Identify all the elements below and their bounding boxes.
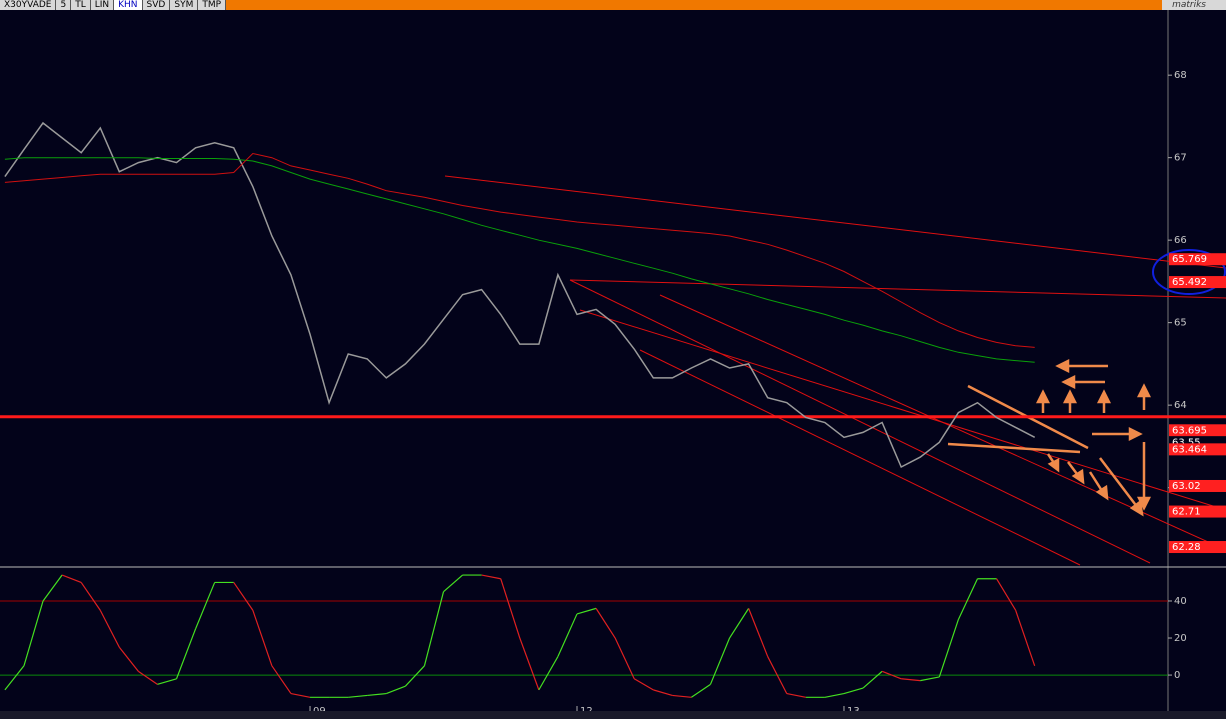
oscillator-segment bbox=[386, 685, 406, 695]
oscillator-segment bbox=[767, 656, 788, 694]
tool-button[interactable]: KHN bbox=[114, 0, 143, 10]
oscillator-segment bbox=[348, 694, 368, 698]
oscillator-segment bbox=[920, 676, 940, 682]
oscillator-segment bbox=[957, 578, 979, 620]
oscillator-segment bbox=[99, 609, 120, 648]
y-tick-label: 64 bbox=[1174, 400, 1187, 411]
trend-channel bbox=[444, 175, 1226, 566]
chart-area: 63646566676865.76965.49263.69563.5563.46… bbox=[0, 10, 1226, 711]
oscillator-segment bbox=[557, 613, 578, 657]
oscillator-segment bbox=[23, 600, 44, 666]
price-tag bbox=[1169, 253, 1226, 266]
price-tag-label: 65.492 bbox=[1172, 277, 1207, 288]
x-tick-label: 12 bbox=[580, 706, 593, 711]
y-tick-label: 65 bbox=[1174, 318, 1187, 329]
status-bar bbox=[0, 711, 1226, 719]
oscillator-segment bbox=[938, 619, 959, 678]
price-tag bbox=[1169, 443, 1226, 456]
analysis-arrows bbox=[947, 358, 1152, 517]
oscillator-segment bbox=[653, 689, 673, 697]
oscillator-segment bbox=[691, 683, 711, 698]
oscillator-segment bbox=[519, 637, 540, 691]
oscillator-segment bbox=[881, 670, 902, 680]
oscillator-segment bbox=[290, 693, 311, 698]
oscillator-segment bbox=[271, 665, 292, 694]
oscillator-segment bbox=[595, 608, 616, 639]
price-tag-label: 62.28 bbox=[1172, 542, 1201, 553]
oscillator-segment bbox=[443, 574, 463, 593]
price-tag bbox=[1169, 541, 1226, 554]
oscillator-segment bbox=[157, 678, 177, 685]
oscillator-segment bbox=[901, 678, 921, 682]
oscillator-segment bbox=[61, 574, 82, 584]
oscillator-segment bbox=[500, 578, 521, 639]
price-tag bbox=[1169, 276, 1226, 289]
price-tag-label: 63.695 bbox=[1172, 425, 1207, 436]
oscillator-segment bbox=[233, 582, 254, 611]
oscillator-segment bbox=[423, 591, 445, 666]
background bbox=[0, 10, 1226, 711]
oscillator-segment bbox=[786, 693, 806, 698]
highlight-ellipse bbox=[1152, 249, 1226, 295]
oscillator-segment bbox=[576, 607, 597, 615]
oscillator-segment bbox=[4, 665, 25, 691]
oscillator-segment bbox=[404, 665, 425, 687]
symbol-button[interactable]: X30YVADE bbox=[0, 0, 57, 10]
oscillator-segment bbox=[843, 687, 864, 695]
average-line bbox=[4, 157, 1035, 363]
tool-button[interactable]: LIN bbox=[90, 0, 115, 10]
oscillator-segment bbox=[538, 656, 559, 691]
y-tick-label: 40 bbox=[1174, 596, 1187, 607]
tool-button[interactable]: SYM bbox=[170, 0, 199, 10]
oscillator-segment bbox=[748, 608, 769, 657]
oscillator-segment bbox=[195, 582, 216, 629]
y-tick-label: 68 bbox=[1174, 70, 1187, 81]
oscillator-segment bbox=[252, 610, 273, 666]
price-tag bbox=[1169, 505, 1226, 518]
price-tag-label: 63.55 bbox=[1172, 437, 1201, 448]
price-line bbox=[4, 121, 1036, 469]
oscillator-segment bbox=[1015, 610, 1036, 666]
oscillator-segment bbox=[729, 608, 750, 639]
oscillator-segment bbox=[481, 574, 501, 580]
price-tag-label: 62.71 bbox=[1172, 507, 1201, 518]
price-tag-label: 65.769 bbox=[1172, 254, 1207, 265]
x-tick-label: 09 bbox=[313, 706, 326, 711]
oscillator-segment bbox=[138, 670, 158, 685]
y-tick-label: 66 bbox=[1174, 235, 1187, 246]
oscillator-segment bbox=[996, 578, 1017, 611]
tool-button[interactable]: TMP bbox=[198, 0, 227, 10]
x-tick-label: 13 bbox=[847, 706, 860, 711]
oscillator-segment bbox=[709, 637, 731, 685]
toolbar: X30YVADE 5 TL LIN KHN SVD SYM TMP matrik… bbox=[0, 0, 1226, 10]
oscillator-segment bbox=[633, 678, 654, 691]
average-line bbox=[4, 152, 1035, 348]
y-tick-label: 20 bbox=[1174, 633, 1187, 644]
price-tag-label: 63.464 bbox=[1172, 444, 1207, 455]
price-tag-label: 63.02 bbox=[1172, 481, 1201, 492]
oscillator-segment bbox=[175, 628, 197, 679]
y-tick-label: 67 bbox=[1174, 153, 1187, 164]
oscillator-segment bbox=[118, 646, 139, 672]
oscillator-segment bbox=[42, 574, 63, 602]
price-tag bbox=[1169, 424, 1226, 437]
price-tag bbox=[1169, 479, 1226, 492]
tool-button[interactable]: SVD bbox=[142, 0, 171, 10]
oscillator-segment bbox=[672, 694, 692, 698]
oscillator-segment bbox=[824, 693, 845, 698]
y-tick-label: 0 bbox=[1174, 670, 1180, 681]
tool-button[interactable]: TL bbox=[71, 0, 91, 10]
oscillator-segment bbox=[862, 670, 883, 689]
oscillator-segment bbox=[367, 692, 387, 697]
oscillator-segment bbox=[614, 637, 635, 680]
brand: matriks bbox=[1162, 0, 1226, 10]
period-button[interactable]: 5 bbox=[56, 0, 72, 10]
oscillator-segment bbox=[80, 582, 101, 611]
